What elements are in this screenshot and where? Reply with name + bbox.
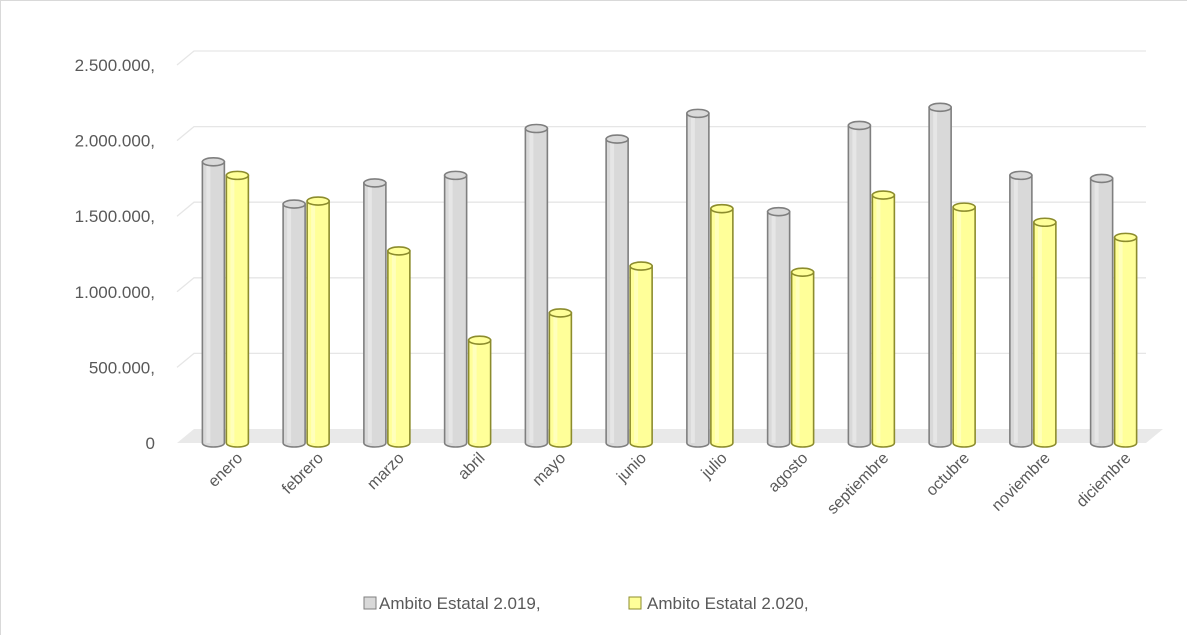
bar bbox=[201, 156, 226, 448]
x-tick-label: enero bbox=[205, 450, 246, 491]
bar bbox=[1089, 173, 1114, 448]
legend-label: Ambito Estatal 2.019, bbox=[379, 594, 541, 613]
x-tick-label: marzo bbox=[364, 450, 408, 494]
x-tick-label: mayo bbox=[530, 450, 570, 490]
y-tick-label: 2.000.000, bbox=[75, 132, 155, 151]
legend: Ambito Estatal 2.019, Ambito Estatal 2.02… bbox=[363, 594, 809, 613]
gridline bbox=[176, 50, 1146, 66]
bar bbox=[363, 178, 387, 448]
y-axis: 0 500.000, 1.000.000, 1.500.000, 2.000.000, 2… bbox=[75, 56, 155, 453]
bar bbox=[548, 308, 573, 448]
x-tick-label: diciembre bbox=[1073, 450, 1134, 511]
bar bbox=[306, 196, 330, 448]
y-tick-label: 500.000, bbox=[89, 358, 155, 377]
bar bbox=[524, 123, 549, 448]
gridline bbox=[176, 352, 1146, 368]
y-tick-label: 1.000.000, bbox=[75, 283, 155, 302]
x-tick-label: noviembre bbox=[989, 450, 1054, 515]
x-axis: enero febrero marzo abril mayo junio julio agos… bbox=[205, 450, 1134, 518]
gridline bbox=[176, 125, 1146, 142]
legend-label: Ambito Estatal 2.020, bbox=[647, 594, 809, 613]
y-tick-label: 1.500.000, bbox=[75, 207, 155, 226]
bars bbox=[201, 102, 1138, 448]
y-tick-label: 2.500.000, bbox=[75, 56, 155, 75]
bar bbox=[952, 202, 976, 448]
bar bbox=[847, 120, 872, 448]
x-tick-label: octubre bbox=[923, 450, 973, 500]
bar bbox=[387, 246, 411, 448]
bar bbox=[686, 108, 710, 448]
chart-floor bbox=[177, 429, 1163, 443]
x-tick-label: agosto bbox=[765, 450, 811, 496]
bar bbox=[443, 170, 468, 448]
legend-swatch bbox=[628, 596, 642, 610]
y-tick-label: 0 bbox=[146, 434, 155, 453]
bar bbox=[467, 335, 492, 448]
bar bbox=[790, 267, 815, 448]
x-tick-label: septiembre bbox=[824, 450, 892, 518]
gridline bbox=[176, 201, 1146, 217]
x-tick-label: junio bbox=[613, 450, 650, 487]
gridlines bbox=[176, 50, 1146, 368]
bar bbox=[871, 190, 896, 448]
bar bbox=[766, 206, 791, 448]
bar bbox=[282, 199, 306, 448]
bar bbox=[928, 102, 952, 448]
x-tick-label: febrero bbox=[279, 450, 327, 498]
legend-item: Ambito Estatal 2.019, bbox=[363, 594, 541, 613]
legend-swatch bbox=[363, 596, 377, 610]
x-tick-label: abril bbox=[455, 450, 488, 483]
bar bbox=[225, 170, 250, 448]
bar bbox=[1009, 170, 1033, 448]
bar bbox=[605, 134, 629, 448]
gridline bbox=[176, 277, 1146, 293]
x-tick-label: julio bbox=[698, 450, 731, 483]
bar bbox=[1113, 232, 1138, 448]
legend-item: Ambito Estatal 2.020, bbox=[628, 594, 809, 613]
bar bbox=[710, 203, 734, 448]
bar bbox=[629, 261, 653, 448]
bar bbox=[1033, 217, 1057, 448]
